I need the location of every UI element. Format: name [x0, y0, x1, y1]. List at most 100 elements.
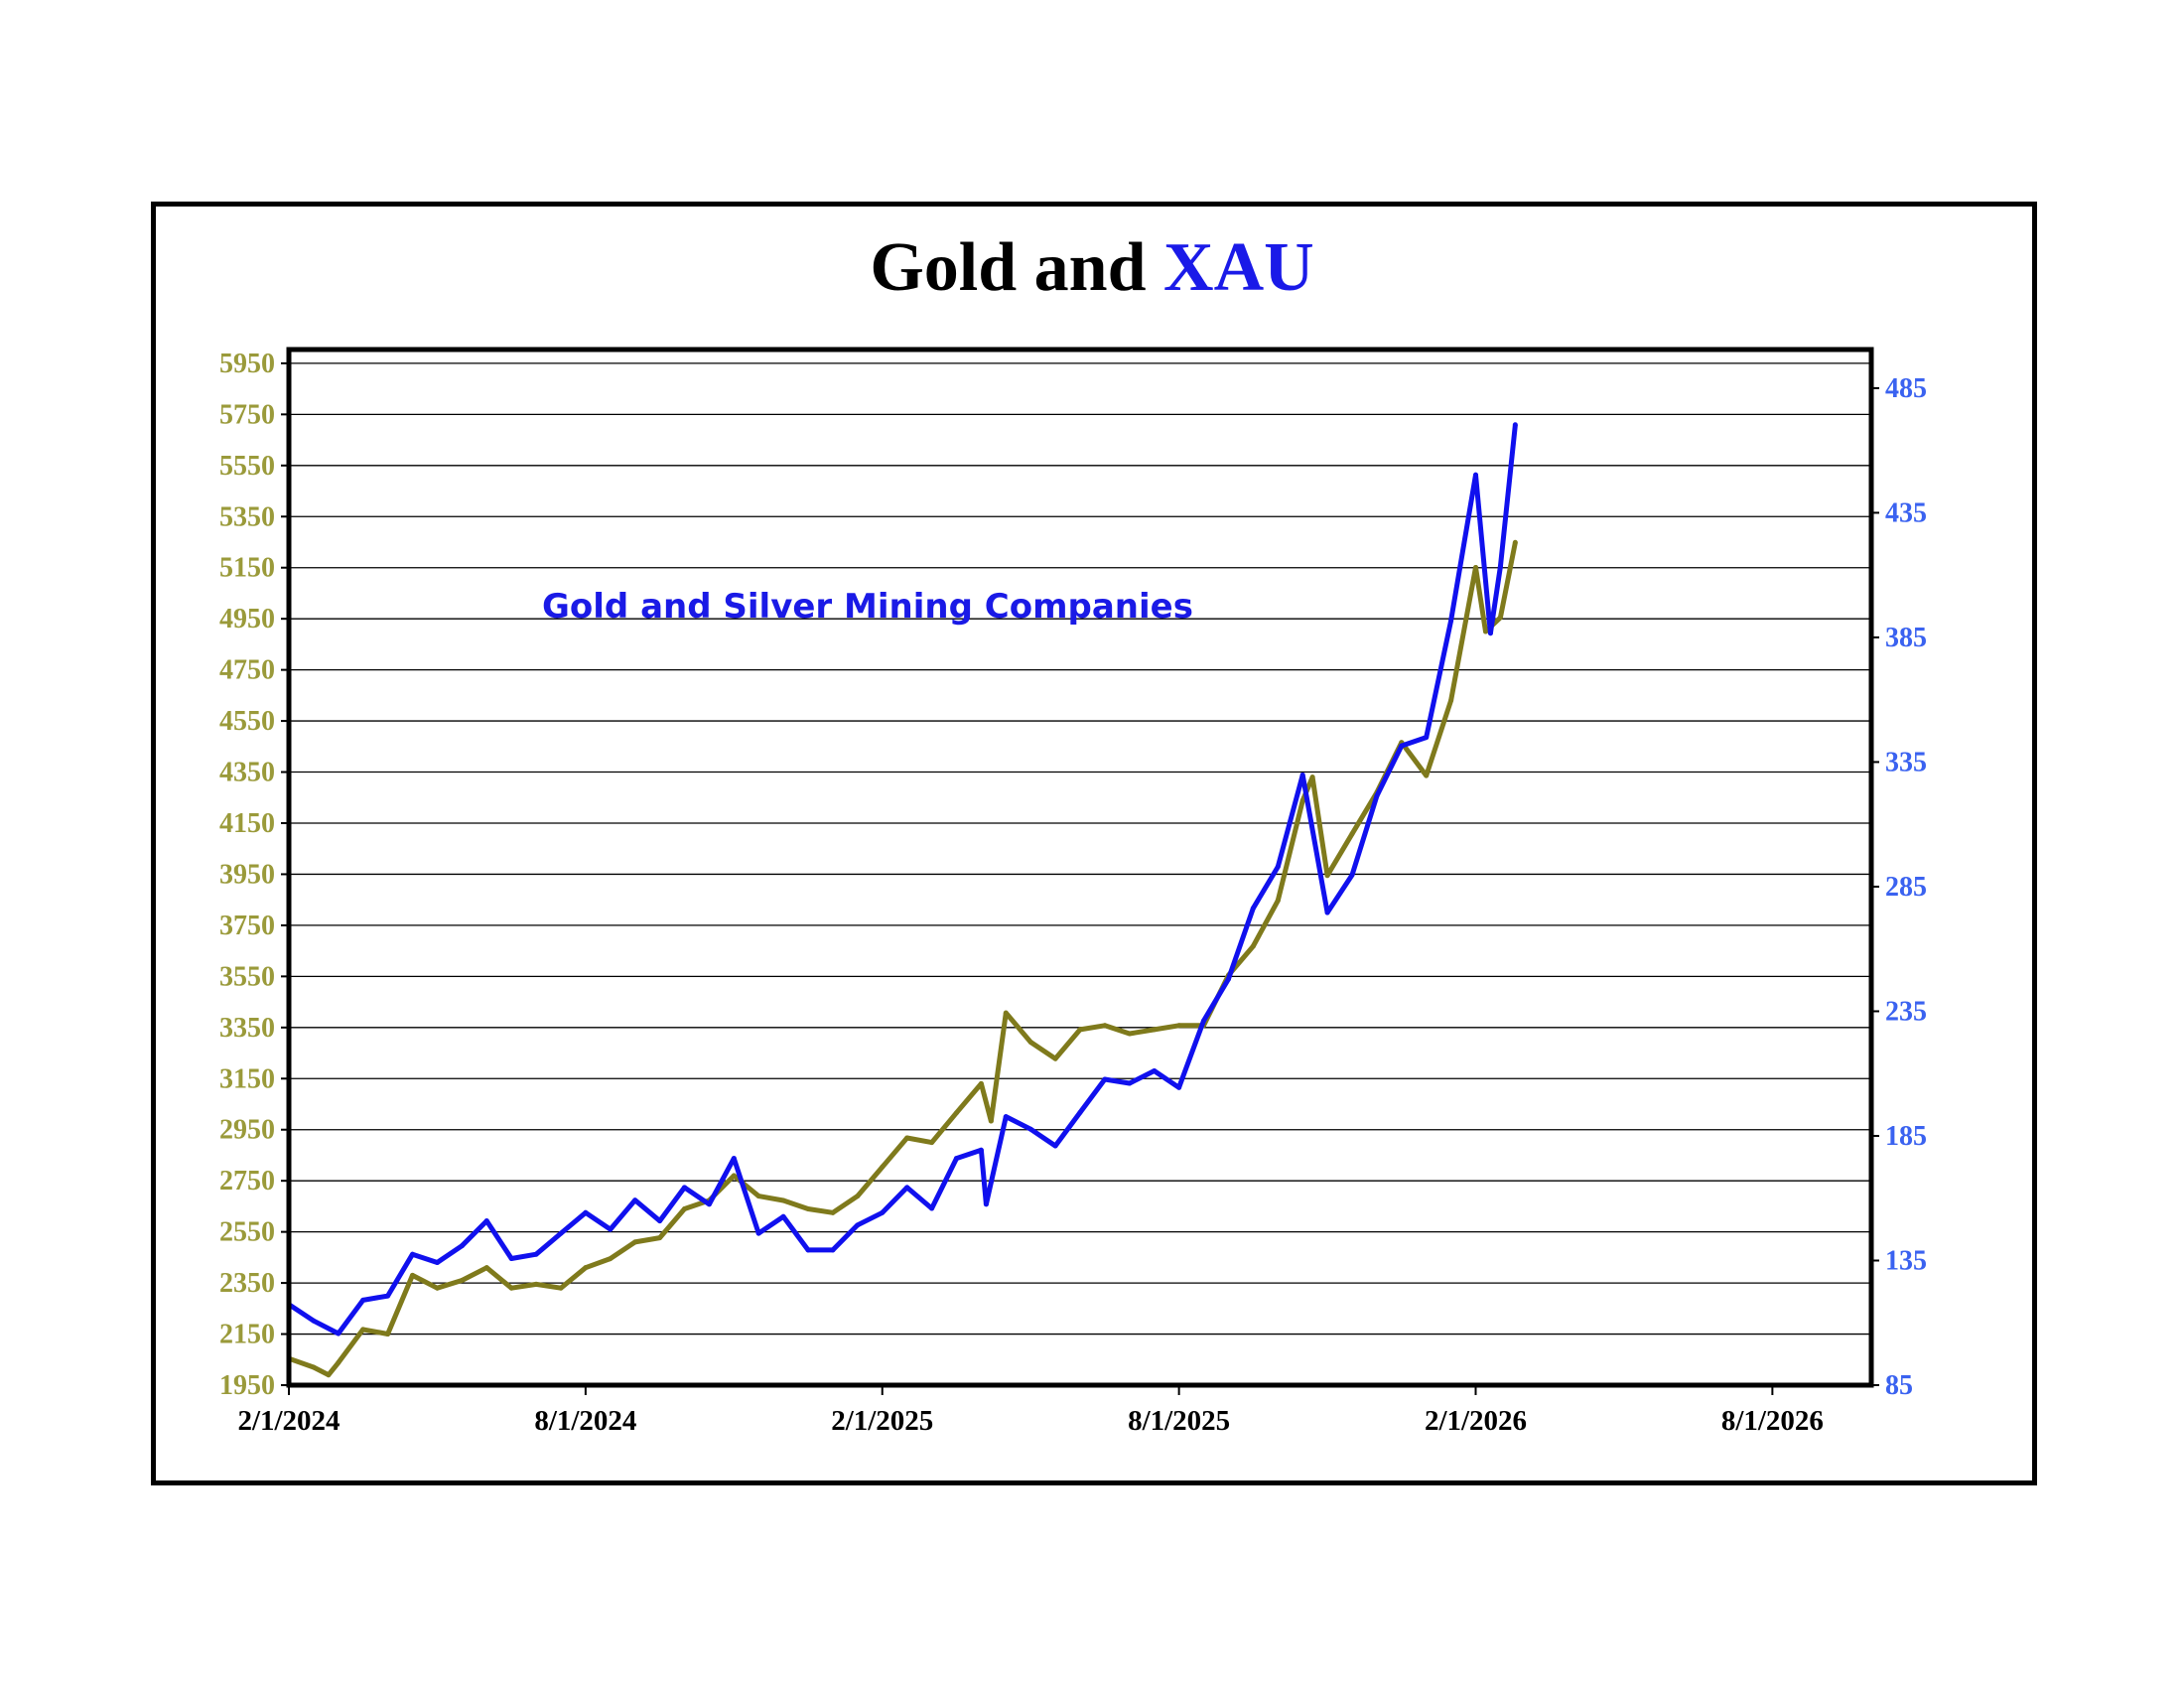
data-point-gold — [780, 1197, 786, 1203]
data-point-xau — [1424, 735, 1430, 741]
data-point-xau — [385, 1293, 391, 1299]
data-point-xau — [929, 1205, 935, 1211]
data-point-gold — [731, 1173, 737, 1179]
chart-title: Gold and XAU — [0, 228, 2184, 308]
data-point-xau — [731, 1156, 737, 1162]
data-point-xau — [1250, 906, 1256, 912]
right-tick-label: 385 — [1885, 623, 1927, 653]
data-point-xau — [459, 1243, 465, 1249]
left-tick-label: 2550 — [219, 1217, 275, 1248]
left-tick-label: 3750 — [219, 911, 275, 941]
data-point-xau — [1225, 976, 1231, 982]
data-point-xau — [1176, 1084, 1182, 1090]
left-tick-label: 3550 — [219, 961, 275, 992]
annotation-text: Gold and Silver Mining Companies — [542, 587, 1193, 627]
data-point-xau — [706, 1201, 712, 1207]
data-point-xau — [682, 1185, 687, 1191]
data-point-xau — [657, 1218, 663, 1224]
data-point-xau — [780, 1213, 786, 1219]
left-tick-label: 5750 — [219, 399, 275, 430]
data-point-xau — [1003, 1114, 1009, 1120]
data-point-gold — [558, 1285, 564, 1291]
left-tick-label: 2750 — [219, 1166, 275, 1196]
data-point-xau — [1102, 1076, 1108, 1082]
data-point-xau — [1127, 1080, 1133, 1086]
data-point-gold — [988, 1118, 994, 1124]
data-point-xau — [483, 1218, 489, 1224]
data-point-gold — [1176, 1023, 1182, 1029]
left-tick-label: 3350 — [219, 1013, 275, 1044]
title-gold: Gold and — [870, 229, 1147, 306]
data-point-gold — [1309, 774, 1315, 780]
data-point-gold — [953, 1110, 959, 1116]
data-point-xau — [983, 1201, 989, 1207]
right-tick-label: 135 — [1885, 1245, 1927, 1276]
data-point-gold — [1077, 1027, 1083, 1033]
left-tick-label: 5950 — [219, 349, 275, 379]
data-point-gold — [1003, 1010, 1009, 1016]
data-point-xau — [508, 1255, 514, 1261]
data-point-xau — [311, 1318, 317, 1324]
data-point-xau — [360, 1297, 366, 1303]
right-tick-label: 85 — [1885, 1370, 1913, 1401]
data-point-xau — [1399, 743, 1405, 749]
data-point-xau — [1473, 472, 1478, 478]
data-point-gold — [880, 1164, 886, 1170]
x-tick-label: 8/1/2026 — [1721, 1405, 1824, 1437]
data-point-xau — [1052, 1143, 1058, 1149]
data-point-gold — [1324, 873, 1330, 879]
data-point-gold — [360, 1327, 366, 1333]
data-point-xau — [755, 1230, 761, 1236]
data-point-gold — [583, 1265, 589, 1271]
data-point-gold — [311, 1364, 317, 1370]
left-tick-label: 1950 — [219, 1370, 275, 1401]
data-point-gold — [533, 1281, 539, 1287]
x-tick-label: 8/1/2024 — [534, 1405, 636, 1437]
data-point-xau — [1027, 1126, 1033, 1132]
right-tick-label: 335 — [1885, 747, 1927, 777]
x-tick-label: 2/1/2024 — [237, 1405, 340, 1437]
left-tick-label: 3950 — [219, 859, 275, 890]
data-point-gold — [978, 1080, 984, 1086]
x-tick-label: 8/1/2025 — [1128, 1405, 1230, 1437]
data-point-gold — [855, 1194, 861, 1199]
data-point-gold — [483, 1265, 489, 1271]
series-line-xau — [287, 424, 1518, 1336]
data-point-gold — [657, 1235, 663, 1241]
data-point-gold — [805, 1205, 811, 1211]
data-point-gold — [1512, 539, 1518, 545]
data-point-gold — [632, 1239, 638, 1245]
right-tick-label: 485 — [1885, 373, 1927, 404]
data-point-xau — [1349, 872, 1355, 878]
right-tick-label: 185 — [1885, 1121, 1927, 1152]
data-point-xau — [855, 1222, 861, 1228]
data-point-gold — [929, 1140, 935, 1146]
data-point-xau — [410, 1251, 416, 1257]
data-point-gold — [336, 1359, 341, 1365]
data-point-gold — [1275, 898, 1281, 904]
series-line-gold — [288, 541, 1518, 1378]
title-xau: XAU — [1163, 229, 1314, 306]
data-point-gold — [1424, 773, 1430, 778]
right-tick-label: 435 — [1885, 497, 1927, 528]
left-tick-label: 4550 — [219, 706, 275, 737]
data-point-xau — [830, 1247, 836, 1253]
data-point-gold — [1250, 943, 1256, 949]
left-tick-label: 2150 — [219, 1320, 275, 1350]
x-tick-label: 2/1/2025 — [831, 1405, 933, 1437]
data-point-gold — [755, 1194, 761, 1199]
data-point-gold — [326, 1372, 332, 1378]
data-point-xau — [434, 1259, 440, 1265]
data-point-gold — [830, 1209, 836, 1215]
data-point-gold — [1448, 697, 1454, 703]
data-point-gold — [410, 1272, 416, 1278]
chart-frame — [151, 202, 2037, 1485]
data-point-xau — [1201, 1018, 1207, 1024]
data-point-xau — [583, 1209, 589, 1215]
data-point-gold — [1497, 615, 1503, 621]
data-point-xau — [1487, 631, 1493, 636]
left-tick-label: 5550 — [219, 451, 275, 482]
data-point-gold — [1349, 831, 1355, 837]
data-point-xau — [632, 1197, 638, 1203]
